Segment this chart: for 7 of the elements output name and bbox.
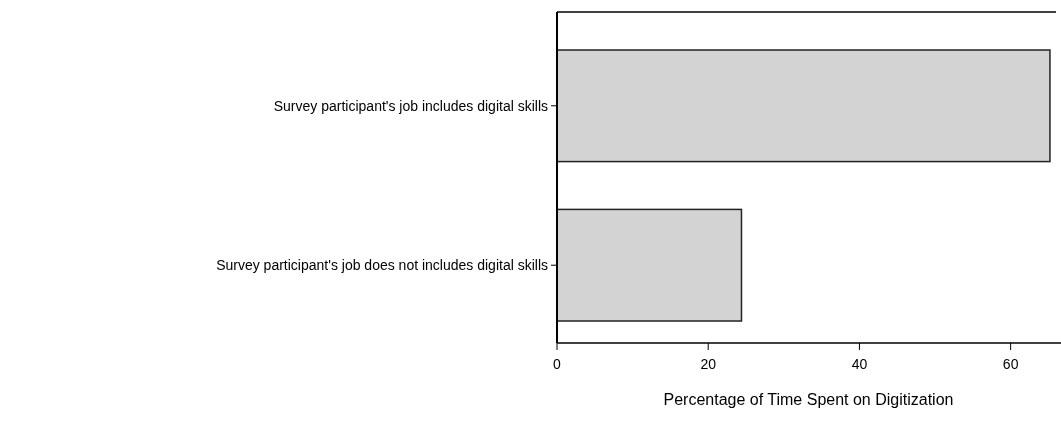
- y-tick-label: Survey participant's job does not includes digital skills: [216, 257, 548, 274]
- x-axis-title: Percentage of Time Spent on Digitization: [663, 391, 954, 408]
- x-tick-label: 20: [700, 356, 717, 372]
- x-tick-label: 0: [553, 356, 562, 372]
- x-tick-label: 60: [1002, 356, 1019, 372]
- y-tick-label: Survey participant's job includes digital skills: [273, 97, 548, 114]
- x-tick-label: 40: [851, 356, 868, 372]
